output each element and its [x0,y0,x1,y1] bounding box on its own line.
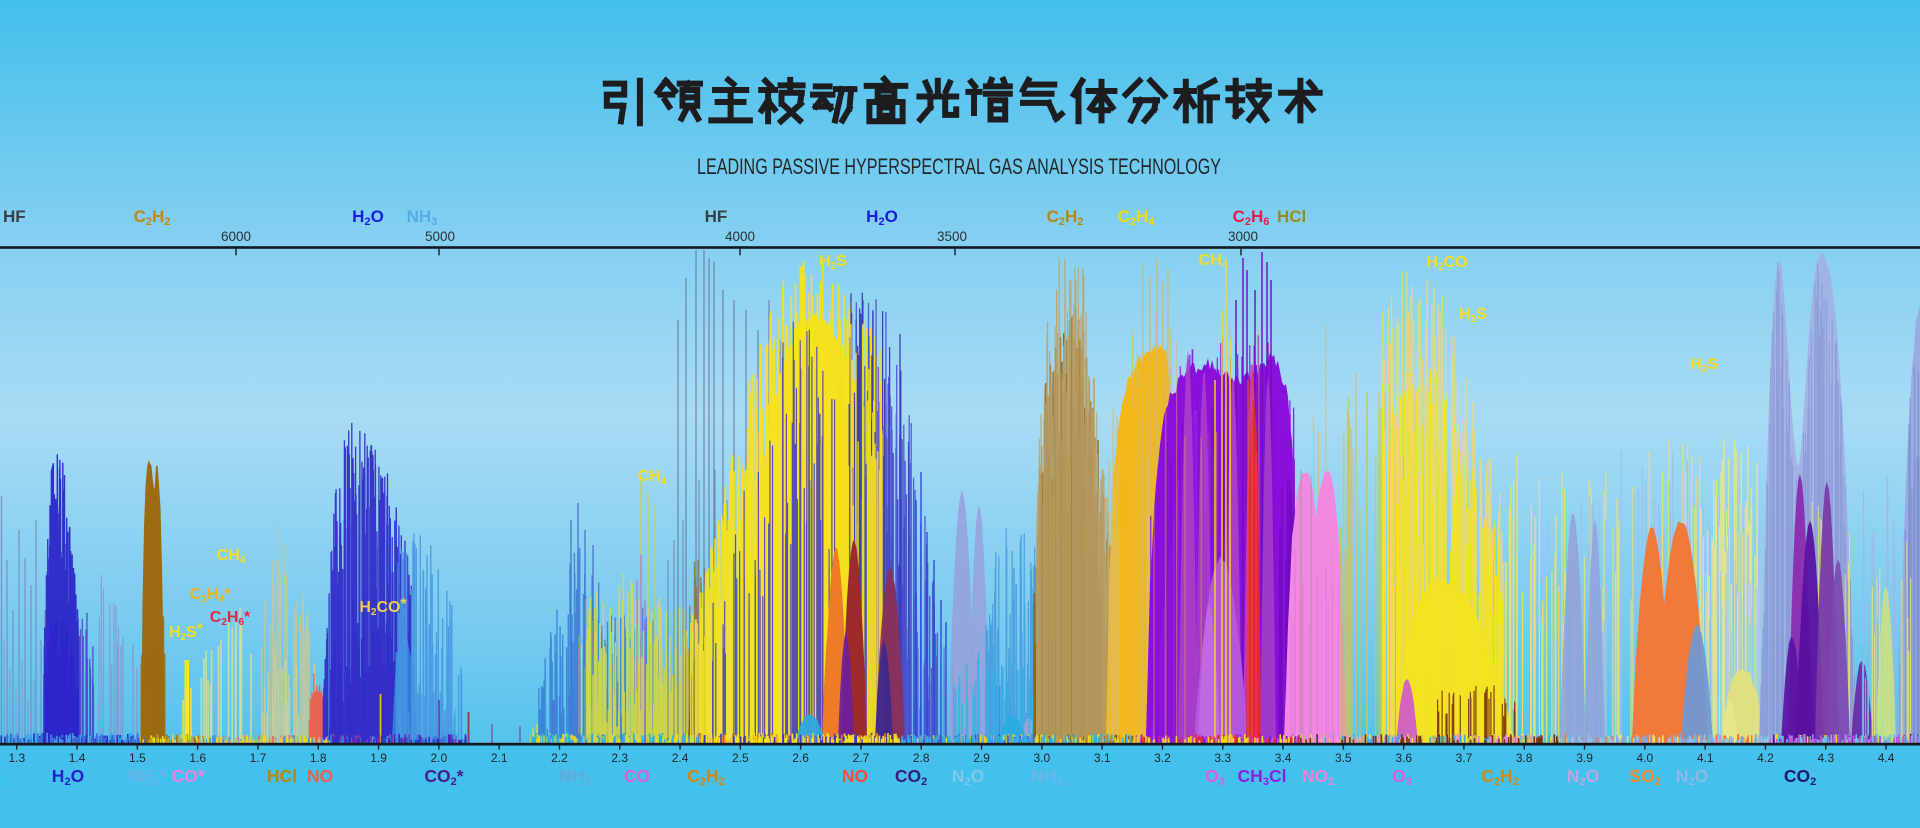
svg-text:1.5: 1.5 [129,751,146,765]
svg-text:1.4: 1.4 [69,751,86,765]
svg-text:4.1: 4.1 [1697,751,1714,765]
svg-text:C2H2: C2H2 [1047,207,1084,228]
svg-text:C2H2: C2H2 [1481,766,1519,788]
svg-text:1.7: 1.7 [250,751,267,765]
svg-text:2.8: 2.8 [913,751,930,765]
svg-text:4.3: 4.3 [1817,751,1834,765]
svg-text:3.2: 3.2 [1154,751,1171,765]
svg-text:CH4: CH4 [1199,252,1228,271]
svg-text:CO*: CO* [171,766,204,786]
svg-text:C2H2: C2H2 [687,766,725,788]
svg-text:3.6: 3.6 [1395,751,1412,765]
svg-text:N2O: N2O [952,766,984,788]
svg-text:CH3Cl: CH3Cl [1238,766,1287,788]
svg-text:6000: 6000 [221,229,251,244]
svg-text:3.4: 3.4 [1275,751,1292,765]
svg-text:O2: O2 [0,766,6,788]
svg-text:5000: 5000 [425,229,455,244]
svg-text:1.8: 1.8 [310,751,327,765]
svg-text:CO2: CO2 [1784,766,1816,788]
svg-text:H2S: H2S [1459,306,1487,325]
svg-text:NO: NO [842,766,868,786]
svg-text:2.0: 2.0 [430,751,447,765]
svg-text:H2O: H2O [866,207,898,228]
svg-text:NH3*: NH3* [128,766,166,788]
svg-text:CO: CO [624,766,650,786]
svg-text:HCl: HCl [1277,207,1306,226]
svg-text:NH3: NH3 [1031,766,1062,788]
svg-text:2.3: 2.3 [611,751,628,765]
svg-text:3.3: 3.3 [1214,751,1231,765]
svg-text:1.9: 1.9 [370,751,387,765]
svg-text:3.8: 3.8 [1516,751,1533,765]
svg-text:H2CO: H2CO [1426,254,1467,273]
svg-text:2.6: 2.6 [792,751,809,765]
svg-text:H2S: H2S [1690,356,1718,375]
svg-text:3.5: 3.5 [1335,751,1352,765]
svg-text:H2S: H2S [819,253,847,272]
svg-text:H2O: H2O [352,207,384,228]
svg-text:C2H2: C2H2 [134,207,171,228]
svg-text:N2O: N2O [1676,766,1708,788]
svg-text:C2H6: C2H6 [1233,207,1270,228]
svg-text:4.0: 4.0 [1637,751,1654,765]
svg-text:HCl: HCl [267,766,297,786]
svg-text:SO2: SO2 [1629,766,1660,788]
svg-text:2.2: 2.2 [551,751,568,765]
svg-text:1.6: 1.6 [189,751,206,765]
svg-text:LEADING PASSIVE HYPERSPECTRAL: LEADING PASSIVE HYPERSPECTRAL GAS ANALYS… [697,154,1221,179]
svg-text:3.1: 3.1 [1094,751,1111,765]
svg-text:4.4: 4.4 [1878,751,1895,765]
svg-text:C2H4: C2H4 [1118,207,1156,228]
svg-text:3000: 3000 [1228,229,1258,244]
svg-text:2.5: 2.5 [732,751,749,765]
svg-text:1.3: 1.3 [8,751,25,765]
svg-text:C2H6*: C2H6* [210,609,251,628]
svg-text:NH3: NH3 [407,207,438,228]
svg-text:CO2: CO2 [895,766,927,788]
svg-text:NH3: NH3 [559,766,590,788]
svg-text:HF: HF [3,207,26,226]
svg-text:NO: NO [307,766,333,786]
svg-text:3.9: 3.9 [1576,751,1593,765]
svg-text:N2O: N2O [1567,766,1599,788]
svg-text:3.7: 3.7 [1456,751,1473,765]
svg-text:4.2: 4.2 [1757,751,1774,765]
svg-text:HF: HF [705,207,728,226]
svg-text:CO2*: CO2* [424,766,463,788]
svg-text:3500: 3500 [937,229,967,244]
svg-text:2.1: 2.1 [491,751,508,765]
svg-text:2.4: 2.4 [672,751,689,765]
svg-text:H2S*: H2S* [169,621,204,643]
svg-text:2.9: 2.9 [973,751,990,765]
svg-text:CH4: CH4 [638,468,667,487]
svg-text:2.7: 2.7 [853,751,870,765]
svg-text:3.0: 3.0 [1033,751,1050,765]
svg-text:4000: 4000 [725,229,755,244]
svg-text:CH4: CH4 [217,547,246,566]
svg-text:H2O: H2O [52,766,84,788]
svg-text:C2H4*: C2H4* [190,586,231,605]
svg-text:NO2: NO2 [1302,766,1334,788]
svg-text:H2CO*: H2CO* [359,596,407,618]
